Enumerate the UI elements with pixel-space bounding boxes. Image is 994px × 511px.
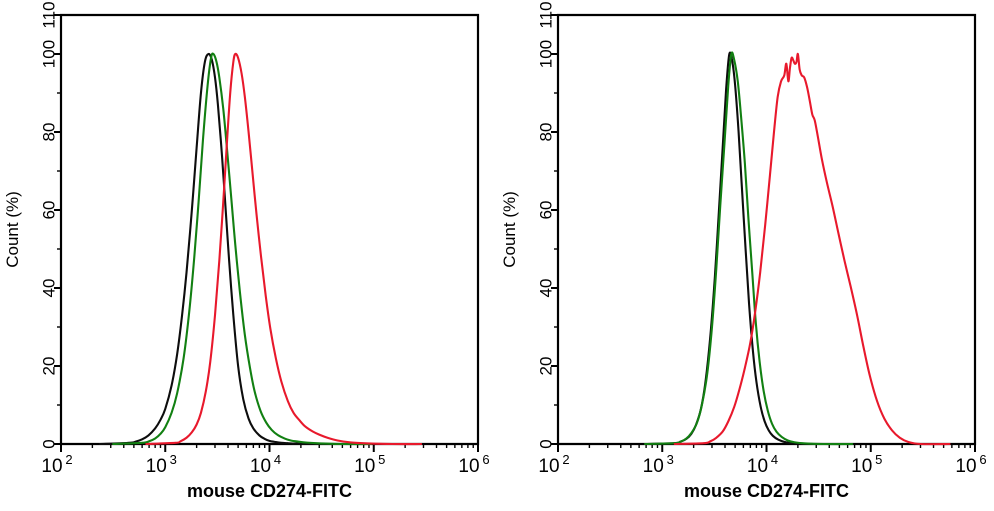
x-tick-label: 10 5 (851, 452, 882, 477)
y-tick-label: 0 (40, 439, 59, 448)
x-tick-exponent: 6 (482, 452, 489, 467)
x-tick-mantissa: 10 (146, 456, 167, 477)
y-tick-label: 100 (537, 40, 556, 68)
y-axis-title: Count (%) (3, 191, 22, 268)
x-tick-label: 10 4 (250, 452, 281, 477)
x-tick-mantissa: 10 (538, 456, 559, 477)
histogram-red-trace (673, 52, 951, 446)
x-tick-mantissa: 10 (747, 456, 768, 477)
y-tick-label: 80 (40, 123, 59, 142)
x-tick-exponent: 3 (170, 452, 177, 467)
y-tick-label: 20 (537, 357, 556, 376)
y-tick-label: 60 (40, 201, 59, 220)
y-tick-label: 110 (537, 1, 556, 28)
x-tick-mantissa: 10 (41, 456, 62, 477)
y-tick-label: 100 (40, 40, 59, 68)
x-tick-exponent: 2 (65, 452, 72, 467)
x-tick-exponent: 5 (875, 452, 882, 467)
x-tick-exponent: 5 (378, 452, 385, 467)
y-tick-label: 60 (537, 201, 556, 220)
x-tick-label: 10 4 (747, 452, 778, 477)
x-tick-mantissa: 10 (354, 456, 375, 477)
y-tick-label: 40 (537, 279, 556, 298)
x-tick-exponent: 4 (274, 452, 281, 467)
x-tick-exponent: 6 (979, 452, 986, 467)
x-tick-label: 10 5 (354, 452, 385, 477)
histogram-green-trace (644, 51, 854, 446)
y-tick-label: 80 (537, 123, 556, 142)
histogram-panel-left: 0 20 40 60 80 100 110 10 2 10 3 10 4 10 5 10 6 Count (%) m… (3, 1, 490, 501)
histogram-green-trace (112, 52, 373, 446)
y-tick-label: 40 (40, 279, 59, 298)
x-tick-mantissa: 10 (643, 456, 664, 477)
x-tick-exponent: 2 (562, 452, 569, 467)
y-tick-label: 0 (537, 439, 556, 448)
plot-frame (556, 13, 977, 446)
x-tick-mantissa: 10 (250, 456, 271, 477)
x-tick-label: 10 6 (458, 452, 489, 477)
x-tick-label: 10 2 (41, 452, 72, 477)
x-tick-label: 10 6 (955, 452, 986, 477)
histogram-black-trace (98, 52, 350, 446)
x-tick-exponent: 3 (667, 452, 674, 467)
plot-frame (59, 13, 480, 446)
histogram-panel-right: 0 20 40 60 80 100 110 10 2 10 3 10 4 10 5 10 6 Count (%) m… (497, 0, 994, 511)
y-tick-label: 110 (40, 1, 59, 28)
x-axis-title: mouse CD274-FITC (684, 481, 849, 501)
x-tick-label: 10 3 (643, 452, 674, 477)
y-tick-label: 20 (40, 357, 59, 376)
x-axis-title: mouse CD274-FITC (187, 481, 352, 501)
y-axis-title: Count (%) (500, 191, 519, 268)
x-tick-mantissa: 10 (458, 456, 479, 477)
x-tick-label: 10 3 (146, 452, 177, 477)
x-tick-mantissa: 10 (851, 456, 872, 477)
histogram-black-trace (644, 51, 847, 446)
x-tick-label: 10 2 (538, 452, 569, 477)
histogram-red-trace (145, 52, 423, 446)
x-tick-mantissa: 10 (955, 456, 976, 477)
x-tick-exponent: 4 (771, 452, 778, 467)
